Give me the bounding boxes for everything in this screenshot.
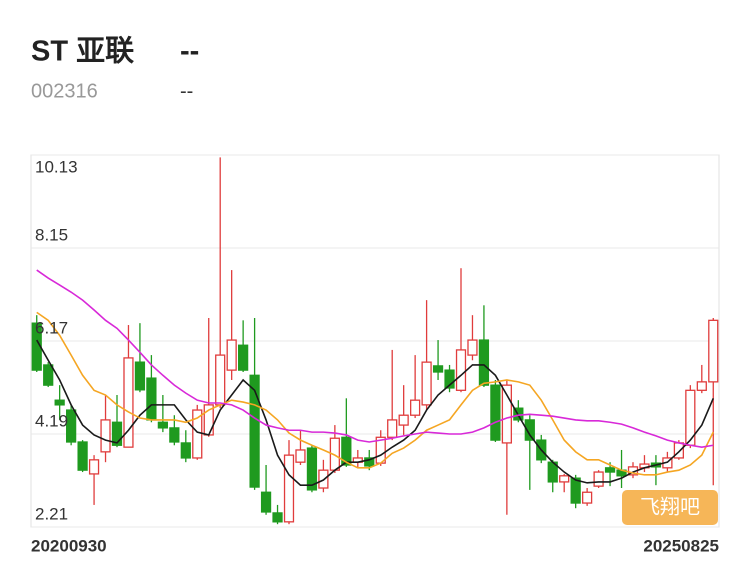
candle-body bbox=[467, 339, 478, 356]
candle-body bbox=[432, 365, 444, 373]
watermark: 飞翔吧 bbox=[640, 495, 700, 518]
y-tick-label: 8.15 bbox=[35, 225, 68, 244]
moving-average bbox=[36, 339, 715, 486]
candle-body bbox=[582, 491, 593, 504]
candle-body bbox=[111, 421, 123, 446]
candle-body bbox=[249, 374, 260, 488]
candle-body bbox=[421, 361, 432, 406]
candle-body bbox=[157, 421, 168, 429]
candle-body bbox=[604, 467, 616, 473]
moving-average bbox=[36, 269, 714, 448]
candle-body bbox=[260, 491, 272, 513]
candle-body bbox=[306, 447, 318, 491]
candle-body bbox=[272, 512, 283, 523]
stock-name: ST 亚联 bbox=[31, 35, 134, 68]
x-tick-label: 20250825 bbox=[643, 536, 719, 555]
candle-body bbox=[283, 454, 295, 523]
candle-body bbox=[524, 419, 535, 441]
candle-body bbox=[410, 399, 421, 416]
candle-body bbox=[66, 409, 77, 443]
candle-body bbox=[364, 457, 375, 467]
y-tick-label: 2.21 bbox=[35, 504, 68, 523]
x-tick-label: 20200930 bbox=[31, 536, 107, 555]
y-tick-label: 6.17 bbox=[35, 318, 68, 337]
candle-body bbox=[444, 369, 455, 389]
candle-body bbox=[43, 364, 54, 386]
candle-body bbox=[77, 441, 88, 471]
candle-body bbox=[134, 361, 146, 391]
candle-body bbox=[570, 477, 581, 504]
candle-body bbox=[398, 414, 409, 426]
moving-average bbox=[36, 311, 714, 476]
stock-price: -- bbox=[180, 36, 199, 68]
y-tick-label: 4.19 bbox=[35, 411, 68, 430]
candle-body bbox=[226, 339, 237, 371]
plot bbox=[31, 154, 719, 528]
candle-body bbox=[54, 399, 65, 406]
candle-body bbox=[123, 357, 134, 448]
candle-body bbox=[169, 427, 180, 443]
candle-body bbox=[88, 459, 100, 475]
candle-body bbox=[696, 381, 707, 391]
candle-body bbox=[100, 419, 111, 453]
stock-change: -- bbox=[180, 80, 193, 102]
candle-body bbox=[238, 344, 249, 371]
candle-body bbox=[146, 377, 157, 421]
candle-body bbox=[215, 354, 226, 406]
candle-body bbox=[387, 419, 398, 438]
candle-body bbox=[501, 384, 512, 444]
candle-body bbox=[295, 449, 306, 463]
watermark-badge bbox=[622, 490, 718, 525]
candle-body bbox=[180, 442, 191, 459]
candle-body bbox=[593, 471, 604, 487]
candle-body bbox=[341, 436, 352, 466]
candle-body bbox=[559, 475, 570, 483]
candle-body bbox=[455, 349, 467, 391]
y-tick-label: 10.13 bbox=[35, 157, 78, 176]
stock-code: 002316 bbox=[31, 80, 98, 102]
candle-body bbox=[490, 384, 501, 441]
candle-body bbox=[708, 319, 719, 383]
candle-body bbox=[478, 339, 490, 386]
